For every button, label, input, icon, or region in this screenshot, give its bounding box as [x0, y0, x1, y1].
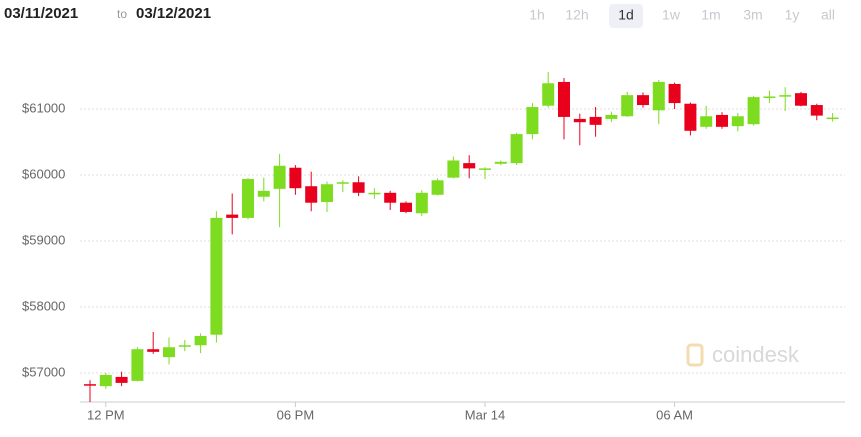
- candle-body: [479, 168, 491, 170]
- candle-body: [652, 81, 665, 111]
- date-from: 03/11/2021: [4, 5, 78, 22]
- candle-body: [526, 107, 539, 135]
- x-tick-label: 06 PM: [277, 407, 315, 422]
- y-tick-label: $58000: [22, 298, 65, 313]
- candle-body: [336, 182, 349, 184]
- y-tick-label: $60000: [22, 166, 65, 181]
- x-tick-label: 12 PM: [87, 407, 125, 422]
- range-button[interactable]: 3m: [743, 7, 762, 23]
- candle-body: [131, 349, 144, 381]
- candle-body: [242, 178, 254, 218]
- candle-body: [384, 192, 397, 203]
- candle-body: [668, 83, 681, 104]
- candle-body: [716, 114, 728, 127]
- range-button[interactable]: 1m: [701, 7, 720, 23]
- range-button[interactable]: 12h: [565, 7, 588, 23]
- candle-body: [542, 83, 555, 106]
- candle-body: [463, 163, 476, 169]
- candle-body: [321, 184, 333, 203]
- candle-body: [637, 95, 649, 106]
- candle-body: [431, 180, 444, 195]
- candle-body: [400, 202, 412, 212]
- candle-body: [305, 186, 318, 203]
- candle-body: [99, 374, 112, 387]
- range-button[interactable]: all: [821, 7, 835, 23]
- candle-body: [368, 192, 381, 195]
- range-button[interactable]: 1w: [662, 7, 681, 23]
- candle-body: [289, 167, 302, 189]
- candle-body: [779, 95, 792, 97]
- date-separator: to: [117, 7, 127, 21]
- date-to: 03/12/2021: [136, 5, 211, 22]
- y-tick-label: $57000: [22, 364, 65, 379]
- candle-body: [731, 116, 744, 127]
- candle-body: [510, 134, 523, 164]
- candle-body: [226, 214, 239, 218]
- watermark: coindesk: [712, 342, 800, 367]
- y-tick-label: $61000: [22, 100, 65, 115]
- candle-body: [605, 114, 618, 119]
- candle-body: [178, 345, 191, 347]
- candle-body: [84, 384, 96, 386]
- candle-body: [795, 93, 807, 106]
- candle-body: [684, 103, 697, 131]
- candle-body: [194, 336, 207, 346]
- candle-body: [558, 81, 570, 117]
- x-tick-label: Mar 14: [465, 407, 505, 422]
- candle-body: [810, 105, 823, 116]
- candle-body: [747, 97, 760, 125]
- candle-body: [589, 116, 602, 125]
- watermark-logo: [686, 343, 704, 367]
- range-button-bg: [609, 4, 643, 28]
- candle-body: [826, 117, 839, 120]
- candle-body: [115, 376, 128, 383]
- range-button[interactable]: 1h: [529, 7, 545, 23]
- candle-body: [147, 349, 160, 352]
- range-button[interactable]: 1y: [785, 7, 800, 23]
- candle-body: [763, 96, 776, 98]
- candle-body: [447, 160, 460, 178]
- candle-body: [415, 192, 428, 214]
- candle-body: [494, 161, 507, 164]
- candle-body: [573, 118, 586, 123]
- candle-body: [273, 165, 286, 189]
- candle-body: [352, 182, 365, 193]
- candle-body: [621, 95, 634, 117]
- candle-body: [163, 347, 175, 358]
- range-button[interactable]: 1d: [618, 7, 634, 23]
- candle-body: [700, 116, 713, 127]
- y-tick-label: $59000: [22, 232, 65, 247]
- candle-body: [210, 217, 223, 335]
- candle-body: [257, 190, 270, 197]
- x-tick-label: 06 AM: [656, 407, 693, 422]
